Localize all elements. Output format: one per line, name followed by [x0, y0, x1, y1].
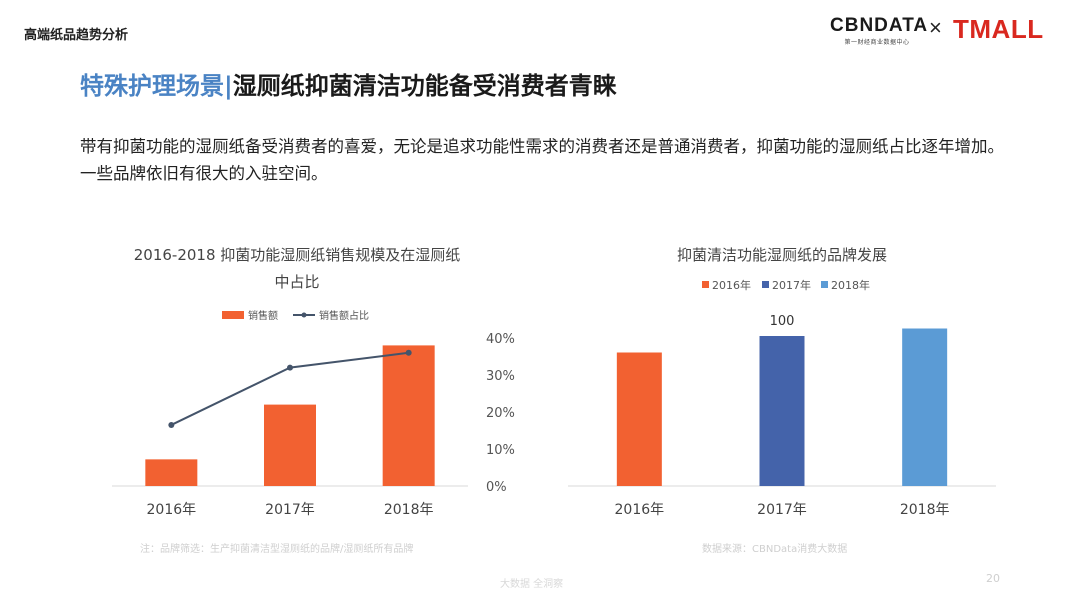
slide-title-category: 特殊护理场景 [80, 72, 224, 100]
chart1-footnote: 注：品牌筛选：生产抑菌清洁型湿厕纸的品牌/湿厕纸所有品牌 [140, 544, 414, 555]
legend-swatch-year [702, 281, 709, 288]
brand-bar [759, 336, 805, 486]
chart1-x-tick-label: 2016年 [147, 502, 197, 518]
sales-bar [382, 345, 435, 486]
watermark-text: 大数据 全洞察 [500, 579, 564, 590]
section-label: 高端纸品趋势分析 [24, 28, 129, 43]
right-axis-tick: 40% [486, 332, 515, 347]
tmall-logo: TMALL [953, 14, 1044, 44]
right-axis-tick: 30% [486, 369, 515, 384]
sales-bar [145, 459, 198, 486]
brand-bar [616, 352, 662, 486]
slide-title: 特殊护理场景|湿厕纸抑菌清洁功能备受消费者青睐 [80, 66, 617, 101]
right-axis-tick: 0% [486, 480, 507, 495]
right-axis-tick: 10% [486, 443, 515, 458]
page-number: 20 [986, 572, 1000, 585]
legend-label-sales: 销售额 [248, 309, 278, 322]
legend-label-year: 2018年 [831, 278, 870, 292]
chart2-x-tick-label: 2018年 [900, 502, 950, 518]
logo-times-sign: × [929, 15, 942, 40]
slide-title-separator: | [224, 72, 233, 100]
chart2-title: 抑菌清洁功能湿厕纸的品牌发展 [677, 246, 887, 264]
legend-label-year: 2016年 [712, 278, 751, 292]
right-axis-tick: 20% [486, 406, 515, 421]
legend-label-year: 2017年 [772, 278, 811, 292]
chart2-x-tick-label: 2016年 [615, 502, 665, 518]
cbndata-logo: CBNDATA 第一财经商业数据中心 [830, 15, 929, 47]
chart1-x-tick-label: 2017年 [265, 502, 315, 518]
cbndata-logo-text: CBNDATA [830, 15, 929, 36]
slide-description: 带有抑菌功能的湿厕纸备受消费者的喜爱，无论是追求功能性需求的消费者还是普通消费者… [80, 137, 1004, 183]
sales-share-point [287, 364, 293, 371]
chart2-x-tick-label: 2017年 [757, 502, 807, 518]
sales-share-point [405, 349, 412, 356]
legend-swatch-year [762, 281, 769, 288]
brand-bar [902, 328, 948, 486]
sales-share-point [168, 421, 175, 428]
slide-title-main: 湿厕纸抑菌清洁功能备受消费者青睐 [232, 72, 617, 100]
cbndata-logo-subtext: 第一财经商业数据中心 [844, 40, 910, 46]
chart1-title-line1: 2016-2018 抑菌功能湿厕纸销售规模及在湿厕纸 [134, 246, 461, 264]
legend-marker-share [301, 312, 307, 318]
sales-bar [264, 404, 316, 486]
chart1-title-line2: 中占比 [274, 273, 319, 291]
chart2-footnote: 数据来源：CBNData消费大数据 [702, 544, 848, 555]
legend-label-share: 销售额占比 [319, 309, 369, 322]
legend-swatch-year [821, 281, 828, 288]
chart1-x-tick-label: 2018年 [384, 502, 434, 518]
legend-swatch-sales [222, 311, 244, 319]
brand-bar-data-label: 100 [770, 314, 795, 329]
